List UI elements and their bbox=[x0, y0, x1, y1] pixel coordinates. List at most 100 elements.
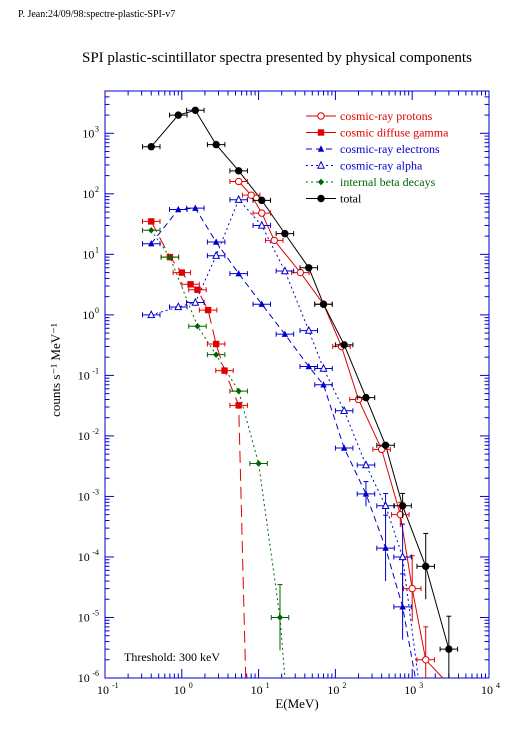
y-tick-label-exp: -3 bbox=[92, 487, 99, 496]
x-tick-label: 10 bbox=[251, 683, 263, 697]
data-point-cosmic-ray-electrons bbox=[382, 544, 389, 551]
data-point-total bbox=[234, 167, 243, 175]
legend: cosmic-ray protons cosmic diffuse gamma co… bbox=[306, 109, 449, 206]
x-axis-label: E(MeV) bbox=[275, 696, 318, 711]
legend-label-cosmic-ray-electrons: cosmic-ray electrons bbox=[340, 142, 440, 156]
data-point-cosmic-ray-alpha bbox=[381, 500, 390, 510]
data-point-total bbox=[422, 562, 430, 571]
x-tick-label-exp: 3 bbox=[419, 681, 423, 690]
series-lines bbox=[150, 109, 450, 678]
data-point-total bbox=[191, 106, 200, 114]
y-tick-label: 10 bbox=[78, 429, 90, 443]
axis-ticks bbox=[104, 90, 490, 679]
data-point-cosmic-ray-protons bbox=[247, 191, 255, 199]
x-tick-label-exp: 2 bbox=[342, 681, 346, 690]
y-tick-label-exp: -5 bbox=[92, 608, 99, 617]
series-line-cosmic-ray-alpha bbox=[151, 198, 419, 678]
x-tick-label: 10 bbox=[404, 683, 416, 697]
y-tick-label-exp: -1 bbox=[92, 366, 99, 375]
data-point-internal-beta-decays bbox=[255, 460, 262, 467]
data-point-cosmic-ray-alpha bbox=[234, 194, 243, 203]
data-point-cosmic-ray-alpha bbox=[340, 405, 349, 414]
y-tick-label: 10 bbox=[78, 368, 90, 382]
data-point-cosmic-diffuse-gamma bbox=[194, 286, 201, 293]
legend-marker-cosmic-ray-alpha bbox=[316, 160, 326, 169]
x-tick-label-exp: -1 bbox=[112, 681, 119, 690]
chart-title: SPI plastic-scintillator spectra present… bbox=[82, 50, 472, 66]
data-point-internal-beta-decays bbox=[166, 253, 174, 261]
legend-label-cosmic-ray-alpha: cosmic-ray alpha bbox=[340, 159, 423, 173]
data-point-cosmic-ray-alpha bbox=[304, 325, 313, 334]
data-point-cosmic-ray-electrons bbox=[305, 362, 312, 370]
data-point-cosmic-ray-alpha bbox=[174, 302, 183, 311]
data-point-cosmic-ray-protons bbox=[396, 510, 405, 519]
y-tick-label-exp: 3 bbox=[95, 124, 99, 133]
data-point-cosmic-ray-electrons bbox=[235, 269, 242, 277]
data-point-cosmic-ray-electrons bbox=[192, 204, 199, 211]
data-point-cosmic-ray-electrons bbox=[362, 490, 370, 497]
legend-label-internal-beta-decays: internal beta decays bbox=[340, 175, 436, 189]
data-point-cosmic-ray-electrons bbox=[399, 603, 406, 610]
y-tick-label: 10 bbox=[78, 610, 90, 624]
data-point-cosmic-diffuse-gamma bbox=[148, 218, 155, 225]
data-point-cosmic-diffuse-gamma bbox=[204, 306, 212, 314]
data-point-total bbox=[319, 300, 328, 308]
data-point-cosmic-ray-electrons bbox=[148, 239, 155, 247]
data-point-cosmic-ray-alpha bbox=[398, 552, 407, 561]
data-point-cosmic-ray-electrons bbox=[281, 330, 289, 337]
data-point-internal-beta-decays bbox=[148, 227, 155, 234]
data-point-total bbox=[212, 140, 220, 149]
data-point-cosmic-ray-alpha bbox=[191, 297, 200, 306]
legend-marker-internal-beta-decays bbox=[317, 178, 325, 186]
data-point-cosmic-ray-alpha bbox=[212, 250, 221, 259]
x-tick-label-exp: 0 bbox=[189, 681, 193, 690]
data-point-internal-beta-decays bbox=[276, 614, 284, 621]
data-point-cosmic-diffuse-gamma bbox=[235, 402, 242, 409]
legend-marker-cosmic-ray-electrons bbox=[317, 145, 325, 152]
data-point-cosmic-ray-electrons bbox=[175, 205, 182, 213]
y-tick-label-exp: 0 bbox=[95, 306, 99, 315]
data-point-internal-beta-decays bbox=[235, 387, 242, 395]
x-tick-label: 10 bbox=[97, 683, 109, 697]
legend-label-total: total bbox=[340, 192, 362, 206]
x-tick-label: 10 bbox=[327, 683, 339, 697]
data-point-cosmic-ray-protons bbox=[408, 584, 416, 593]
data-point-cosmic-ray-alpha bbox=[257, 220, 266, 229]
x-tick-label-exp: 1 bbox=[266, 681, 270, 690]
series-points bbox=[141, 106, 459, 678]
series-line-internal-beta-decays bbox=[150, 230, 286, 678]
y-tick-label-exp: 2 bbox=[95, 185, 99, 194]
data-point-total bbox=[305, 264, 313, 272]
data-point-total bbox=[281, 229, 289, 238]
y-tick-label: 10 bbox=[78, 489, 90, 503]
tick-labels: 10 -1 10 0 10 1 10 2 10 3 10 4-610-510-410-310-210-… bbox=[78, 124, 500, 697]
data-point-total bbox=[147, 143, 155, 151]
data-point-cosmic-ray-alpha bbox=[319, 363, 328, 372]
header-note: P. Jean:24/09/98:spectre-plastic-SPI-v7 bbox=[18, 9, 176, 20]
x-tick-label: 10 bbox=[481, 683, 493, 697]
legend-label-cosmic-diffuse-gamma: cosmic diffuse gamma bbox=[340, 126, 449, 140]
y-tick-label: 10 bbox=[82, 126, 94, 140]
data-point-total bbox=[362, 393, 370, 402]
x-tick-label-exp: 4 bbox=[496, 681, 500, 690]
data-point-total bbox=[381, 441, 390, 449]
y-axis-label: counts s⁻¹ MeV⁻¹ bbox=[48, 323, 63, 417]
data-point-cosmic-ray-alpha bbox=[280, 266, 289, 275]
series-line-cosmic-diffuse-gamma bbox=[150, 221, 247, 678]
y-tick-label: 10 bbox=[78, 550, 90, 564]
threshold-annotation: Threshold: 300 keV bbox=[124, 650, 220, 664]
data-point-cosmic-diffuse-gamma bbox=[221, 367, 228, 374]
data-point-total bbox=[340, 341, 348, 349]
data-point-cosmic-diffuse-gamma bbox=[187, 281, 194, 288]
data-point-total bbox=[258, 196, 266, 205]
data-point-internal-beta-decays bbox=[212, 351, 220, 358]
data-point-total bbox=[398, 502, 407, 510]
legend-marker-total bbox=[317, 194, 325, 203]
data-point-cosmic-ray-protons bbox=[258, 209, 266, 217]
data-point-cosmic-ray-electrons bbox=[320, 381, 327, 388]
y-tick-label-exp: -4 bbox=[92, 548, 99, 557]
series-line-cosmic-ray-electrons bbox=[150, 207, 416, 678]
data-point-cosmic-ray-protons bbox=[296, 268, 305, 277]
data-point-cosmic-ray-protons bbox=[234, 177, 243, 186]
